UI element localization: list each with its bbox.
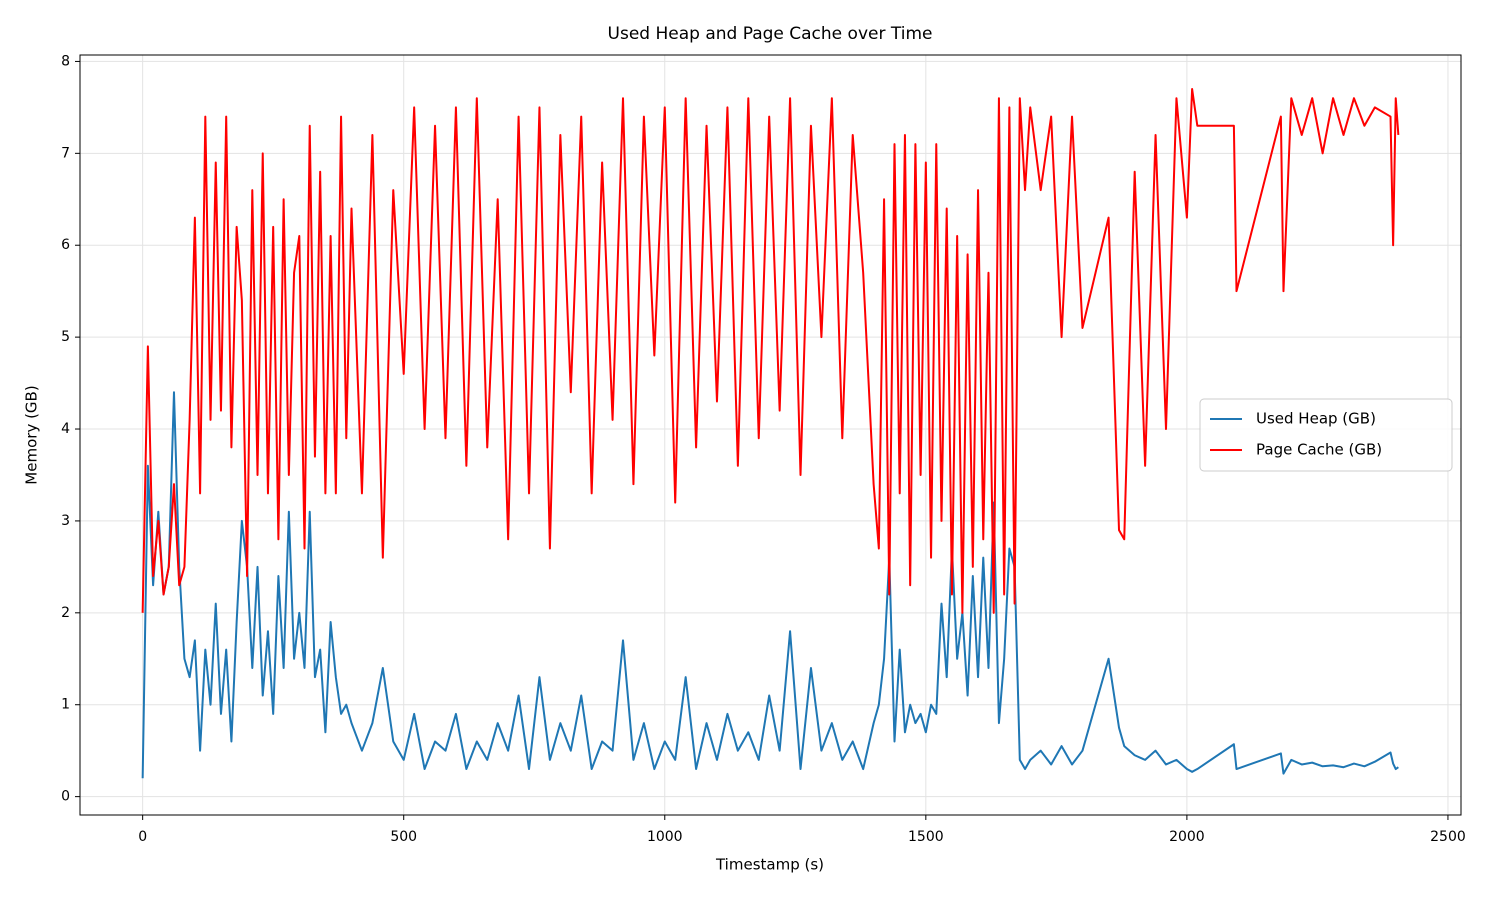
plot-frame — [79, 54, 1462, 816]
y-tick-label: 3 — [61, 513, 70, 529]
x-tick-label: 1000 — [647, 829, 683, 845]
y-tick-label: 1 — [61, 697, 70, 713]
y-tick-label: 0 — [61, 789, 70, 805]
y-tick-label: 2 — [61, 605, 70, 621]
chart-title: Used Heap and Page Cache over Time — [608, 24, 933, 44]
data-line — [141, 391, 1399, 779]
y-tick-label: 5 — [61, 329, 70, 345]
y-tick-label: 6 — [61, 237, 70, 253]
x-tick-label: 2500 — [1430, 829, 1466, 845]
x-tick-label: 500 — [390, 829, 417, 845]
data-line — [141, 88, 1400, 614]
x-axis-label: Timestamp (s) — [715, 856, 824, 874]
legend: Used Heap (GB) Page Cache (GB) — [1199, 398, 1453, 472]
y-axis-label: Memory (GB) — [23, 385, 41, 484]
legend-box — [1199, 398, 1453, 472]
y-tick-label: 8 — [61, 53, 70, 69]
x-tick-label: 2000 — [1169, 829, 1205, 845]
x-tick-label: 0 — [138, 829, 147, 845]
y-tick-label: 4 — [61, 421, 70, 437]
legend-label: Used Heap (GB) — [1256, 410, 1376, 428]
x-tick-label: 1500 — [908, 829, 944, 845]
plot — [141, 88, 1400, 779]
y-tick-label: 7 — [61, 145, 70, 161]
legend-label: Page Cache (GB) — [1256, 441, 1382, 459]
